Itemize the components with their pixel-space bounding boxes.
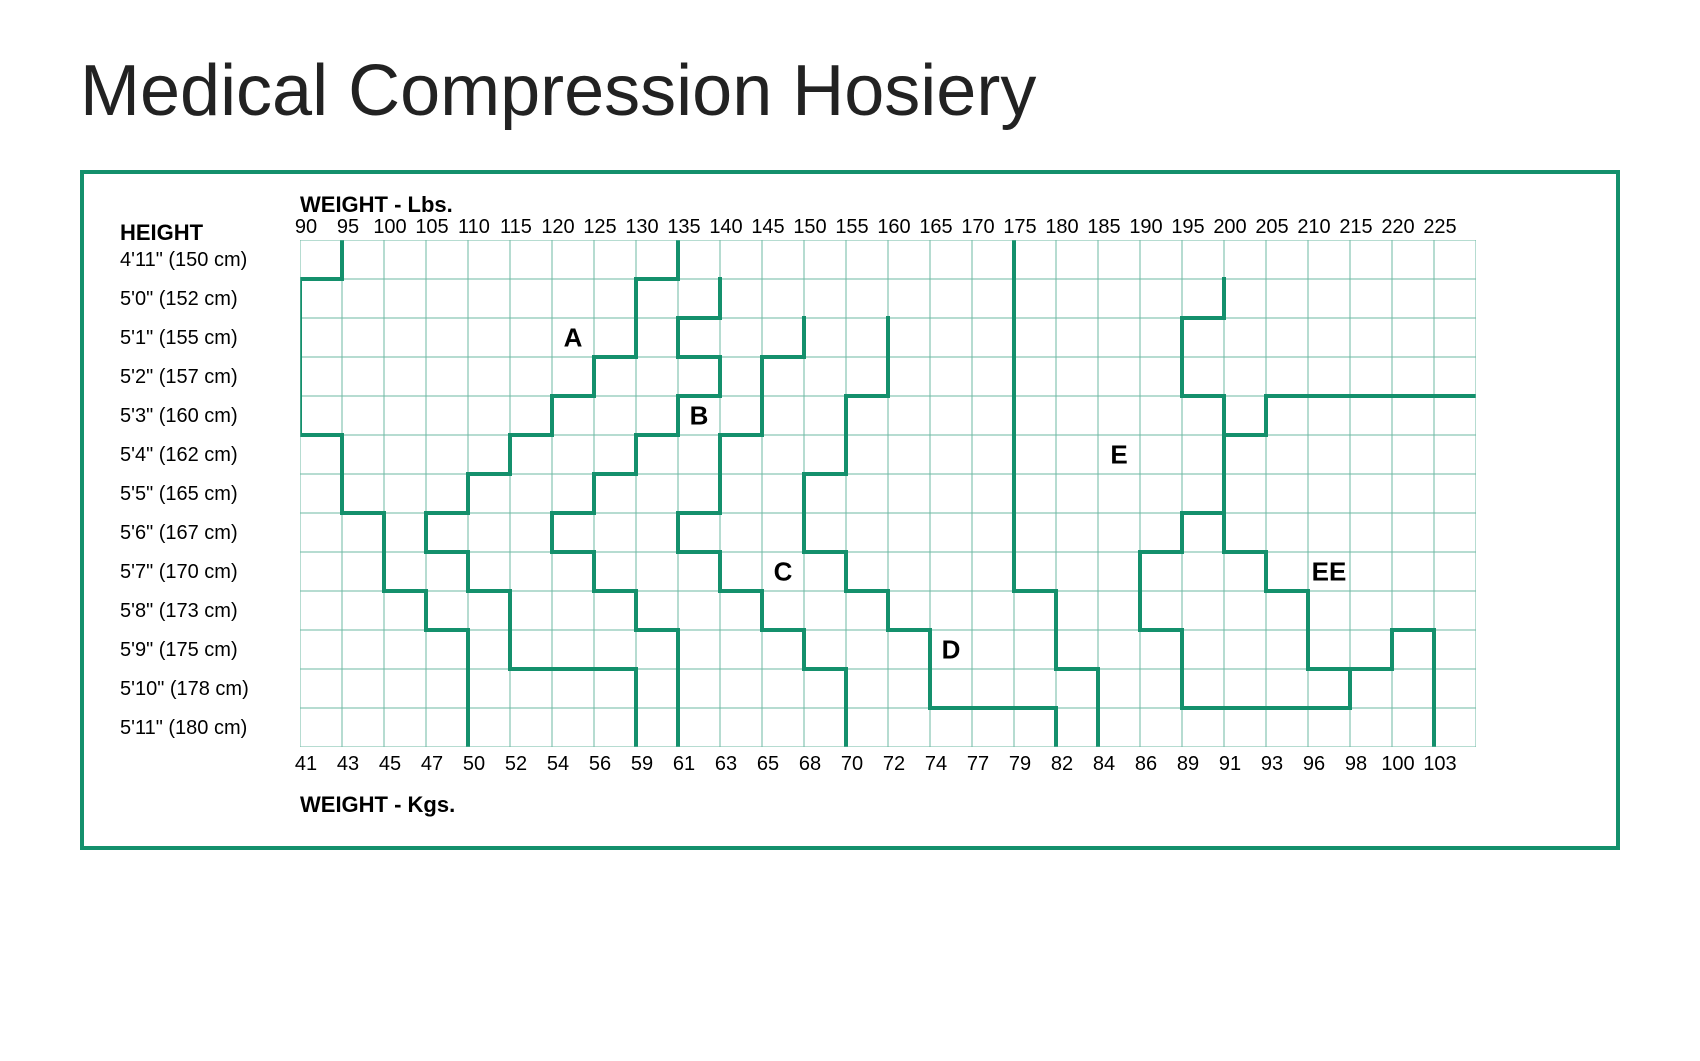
weight-lbs-tick: 95: [328, 216, 368, 239]
weight-lbs-tick: 210: [1294, 216, 1334, 239]
height-tick: 5'9" (175 cm): [120, 639, 238, 662]
weight-kgs-tick: 72: [874, 753, 914, 776]
weight-lbs-tick: 155: [832, 216, 872, 239]
weight-lbs-tick: 225: [1420, 216, 1460, 239]
height-tick: 5'5" (165 cm): [120, 483, 238, 506]
weight-lbs-tick: 120: [538, 216, 578, 239]
weight-kgs-tick: 100: [1378, 753, 1418, 776]
weight-kgs-tick: 98: [1336, 753, 1376, 776]
weight-lbs-tick: 165: [916, 216, 956, 239]
weight-lbs-tick: 105: [412, 216, 452, 239]
weight-lbs-tick: 125: [580, 216, 620, 239]
weight-kgs-tick: 63: [706, 753, 746, 776]
weight-lbs-tick: 190: [1126, 216, 1166, 239]
page: Medical Compression Hosiery WEIGHT - Lbs…: [0, 0, 1700, 1061]
weight-kgs-tick: 91: [1210, 753, 1250, 776]
page-title: Medical Compression Hosiery: [80, 50, 1036, 132]
zone-label: E: [1110, 440, 1127, 470]
weight-kgs-tick: 79: [1000, 753, 1040, 776]
weight-kgs-header: WEIGHT - Kgs.: [300, 792, 455, 818]
weight-kgs-tick: 65: [748, 753, 788, 776]
height-tick: 4'11" (150 cm): [120, 249, 247, 272]
weight-lbs-tick: 195: [1168, 216, 1208, 239]
weight-lbs-tick: 115: [496, 216, 536, 239]
weight-lbs-tick: 205: [1252, 216, 1292, 239]
weight-kgs-tick: 61: [664, 753, 704, 776]
weight-lbs-tick: 160: [874, 216, 914, 239]
weight-lbs-tick: 150: [790, 216, 830, 239]
height-tick: 5'0" (152 cm): [120, 288, 238, 311]
weight-lbs-tick: 110: [454, 216, 494, 239]
height-tick: 5'3" (160 cm): [120, 405, 238, 428]
weight-kgs-tick: 43: [328, 753, 368, 776]
weight-kgs-tick: 41: [286, 753, 326, 776]
weight-kgs-tick: 50: [454, 753, 494, 776]
zone-label: C: [774, 557, 793, 587]
weight-kgs-tick: 84: [1084, 753, 1124, 776]
weight-kgs-tick: 45: [370, 753, 410, 776]
weight-lbs-tick: 175: [1000, 216, 1040, 239]
weight-lbs-tick: 100: [370, 216, 410, 239]
weight-kgs-tick: 52: [496, 753, 536, 776]
zone-label: B: [690, 401, 709, 431]
height-tick: 5'8" (173 cm): [120, 600, 238, 623]
height-header: HEIGHT: [120, 220, 203, 246]
height-tick: 5'7" (170 cm): [120, 561, 238, 584]
weight-kgs-tick: 59: [622, 753, 662, 776]
height-tick: 5'11" (180 cm): [120, 717, 247, 740]
weight-lbs-tick: 140: [706, 216, 746, 239]
weight-kgs-tick: 86: [1126, 753, 1166, 776]
weight-lbs-tick: 145: [748, 216, 788, 239]
weight-kgs-tick: 89: [1168, 753, 1208, 776]
weight-lbs-tick: 135: [664, 216, 704, 239]
weight-lbs-tick: 200: [1210, 216, 1250, 239]
weight-lbs-tick: 130: [622, 216, 662, 239]
weight-lbs-tick: 185: [1084, 216, 1124, 239]
weight-kgs-tick: 93: [1252, 753, 1292, 776]
weight-kgs-tick: 68: [790, 753, 830, 776]
weight-kgs-tick: 77: [958, 753, 998, 776]
weight-kgs-tick: 47: [412, 753, 452, 776]
zone-label: D: [942, 635, 961, 665]
weight-kgs-tick: 70: [832, 753, 872, 776]
weight-kgs-tick: 82: [1042, 753, 1082, 776]
size-grid: ABCDEEE: [300, 240, 1476, 747]
height-tick: 5'6" (167 cm): [120, 522, 238, 545]
weight-kgs-tick: 96: [1294, 753, 1334, 776]
weight-lbs-tick: 215: [1336, 216, 1376, 239]
height-tick: 5'4" (162 cm): [120, 444, 238, 467]
weight-lbs-header: WEIGHT - Lbs.: [300, 192, 453, 218]
weight-lbs-tick: 170: [958, 216, 998, 239]
height-tick: 5'1" (155 cm): [120, 327, 238, 350]
weight-kgs-tick: 54: [538, 753, 578, 776]
weight-lbs-tick: 90: [286, 216, 326, 239]
height-tick: 5'10" (178 cm): [120, 678, 249, 701]
height-tick: 5'2" (157 cm): [120, 366, 238, 389]
weight-kgs-tick: 74: [916, 753, 956, 776]
weight-kgs-tick: 56: [580, 753, 620, 776]
weight-kgs-tick: 103: [1420, 753, 1460, 776]
zone-label: A: [564, 323, 583, 353]
zone-label: EE: [1312, 557, 1347, 587]
weight-lbs-tick: 180: [1042, 216, 1082, 239]
weight-lbs-tick: 220: [1378, 216, 1418, 239]
